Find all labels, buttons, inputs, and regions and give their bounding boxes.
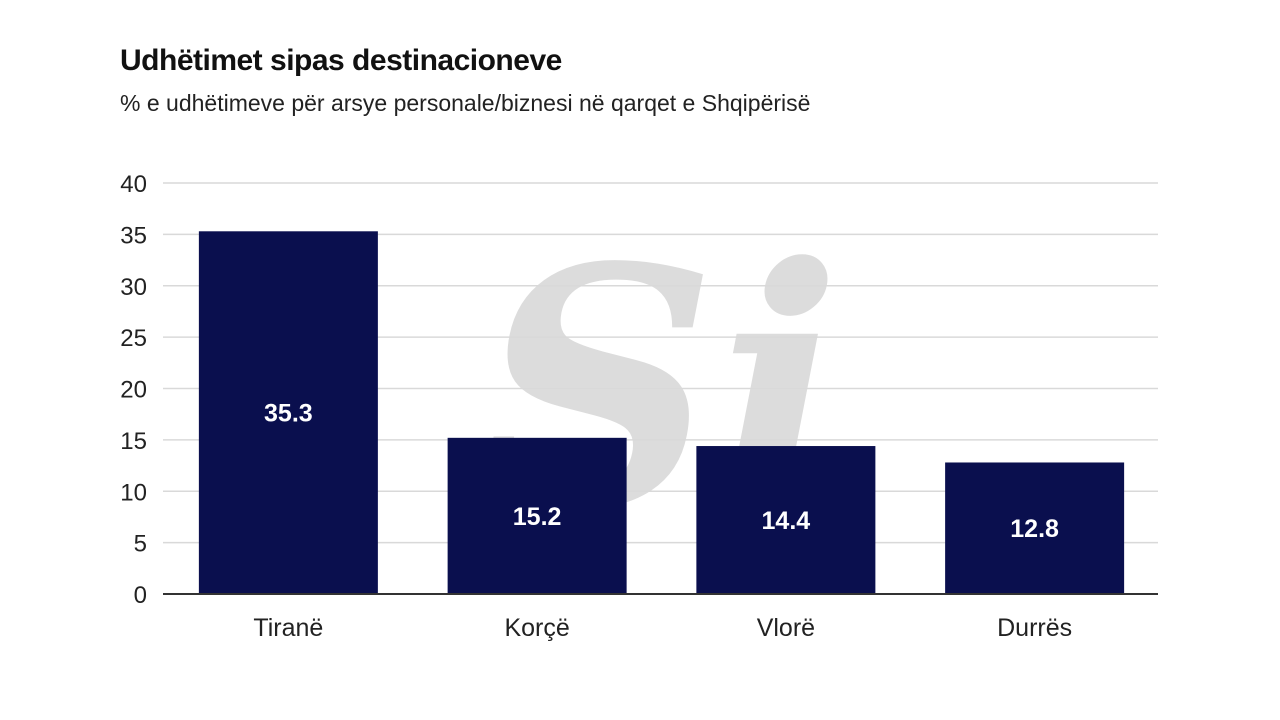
y-tick-label: 10 bbox=[120, 479, 147, 506]
y-axis: 0 5 10 15 20 25 30 35 40 bbox=[120, 171, 147, 609]
x-tick-label: Tiranë bbox=[253, 614, 323, 642]
bar-durrës bbox=[945, 462, 1125, 594]
y-tick-label: 40 bbox=[120, 171, 147, 198]
chart-title: Udhëtimet sipas destinacioneve bbox=[120, 44, 562, 77]
data-label: 14.4 bbox=[762, 507, 811, 535]
bar-vlorë bbox=[696, 446, 876, 594]
x-tick-label: Korçë bbox=[504, 614, 569, 642]
x-tick-label: Vlorë bbox=[757, 614, 815, 642]
y-tick-label: 20 bbox=[120, 377, 147, 404]
y-tick-label: 35 bbox=[120, 222, 147, 249]
bar-korçë bbox=[447, 437, 627, 594]
bar-tiranë bbox=[198, 231, 378, 595]
x-axis: Tiranë Korçë Vlorë Durrës bbox=[253, 614, 1072, 642]
bars: 35.3 15.2 14.4 12.8 bbox=[198, 231, 1125, 595]
y-tick-label: 5 bbox=[134, 531, 147, 558]
y-tick-label: 25 bbox=[120, 325, 147, 352]
data-label: 12.8 bbox=[1010, 515, 1059, 543]
data-label: 35.3 bbox=[264, 400, 313, 428]
y-tick-label: 15 bbox=[120, 428, 147, 455]
y-tick-label: 30 bbox=[120, 274, 147, 301]
chart-subtitle: % e udhëtimeve për arsye personale/bizne… bbox=[120, 90, 811, 116]
y-tick-label: 0 bbox=[134, 582, 147, 609]
data-label: 15.2 bbox=[513, 503, 562, 531]
x-tick-label: Durrës bbox=[997, 614, 1072, 642]
